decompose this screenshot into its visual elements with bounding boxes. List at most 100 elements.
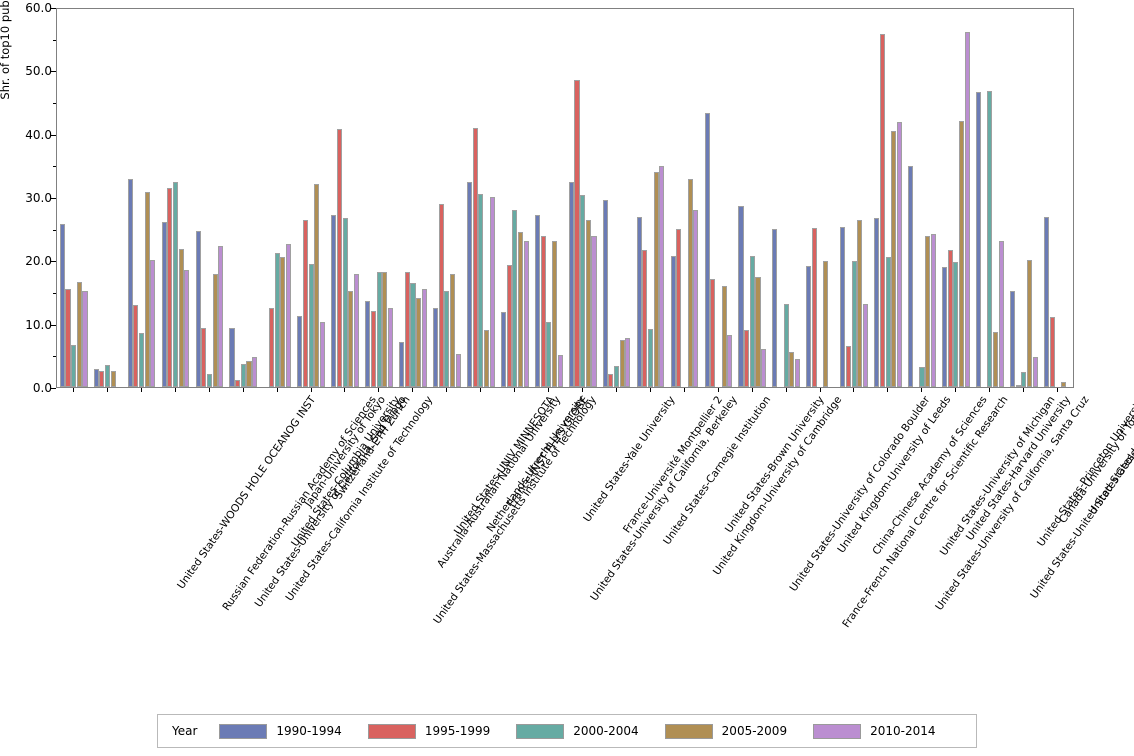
legend-swatch (813, 723, 862, 739)
y-tick-label: 50.0 (25, 64, 52, 79)
bar (1032, 357, 1038, 387)
bar (574, 79, 580, 387)
bar-group (874, 9, 902, 387)
x-tick-mark (310, 388, 312, 392)
y-tick-mark (50, 388, 56, 389)
bar (551, 240, 557, 387)
y-minor-tick-mark (53, 229, 56, 231)
y-tick-label: 20.0 (25, 254, 52, 269)
bar (585, 219, 591, 387)
y-tick-mark (50, 261, 56, 263)
bar (212, 273, 218, 387)
bar (483, 330, 490, 387)
bar-group (263, 9, 292, 387)
bar (252, 356, 258, 387)
bar (235, 380, 241, 387)
bar (874, 217, 880, 387)
bar (99, 370, 105, 387)
legend-swatch (367, 723, 416, 739)
bar (365, 300, 371, 387)
x-tick-mark (208, 388, 210, 392)
legend-label: 1995-1999 (424, 724, 491, 738)
x-tick-label: France-Université Montpellier 2 (621, 394, 726, 536)
legend-item[interactable]: 2005-2009 (664, 723, 787, 739)
plot-area (56, 8, 1074, 388)
bar (987, 90, 993, 387)
bar-group (772, 9, 801, 387)
bar (517, 232, 523, 387)
y-minor-tick-mark (53, 166, 56, 168)
bar (105, 364, 111, 387)
y-minor-tick-mark (53, 293, 56, 294)
bar-group (297, 9, 326, 387)
y-minor-tick-mark (53, 356, 56, 358)
bar (523, 241, 529, 387)
bar (772, 229, 778, 387)
legend-item[interactable]: 2010-2014 (813, 723, 936, 739)
bar (975, 91, 982, 387)
bar-group (840, 9, 868, 387)
x-tick-mark (446, 388, 448, 392)
bar (619, 339, 625, 387)
bar-group (229, 9, 258, 387)
x-axis-labels: United States-WOODS HOLE OCEANOG INST Rus… (0, 392, 1134, 692)
bar (178, 248, 184, 387)
bar (727, 335, 733, 387)
legend-item[interactable]: 2000-2004 (516, 723, 639, 739)
bar (580, 195, 586, 387)
x-tick-mark (378, 388, 380, 392)
bar (444, 290, 450, 387)
x-tick-mark (649, 388, 651, 392)
bar (506, 265, 512, 387)
bar (150, 259, 156, 387)
y-tick-mark (50, 8, 56, 9)
bar (382, 272, 388, 387)
bar-group (670, 9, 699, 387)
legend-swatch (664, 723, 713, 739)
bar (744, 330, 750, 387)
bar-group (806, 9, 834, 387)
bar (693, 209, 699, 387)
bar-group (500, 9, 529, 387)
bar (925, 235, 931, 387)
bar (144, 191, 150, 387)
bar (110, 371, 116, 387)
bar (670, 255, 676, 387)
x-tick-mark (921, 388, 923, 392)
bar (534, 214, 540, 387)
bar (450, 273, 456, 387)
bar (540, 235, 546, 387)
bar (1060, 381, 1066, 387)
bar (201, 328, 207, 387)
bars-layer (57, 9, 1073, 387)
y-tick-label: 40.0 (25, 127, 52, 142)
legend-item[interactable]: 1990-1994 (219, 723, 342, 739)
bar (399, 342, 405, 387)
bar (466, 182, 473, 387)
bar (1015, 385, 1021, 387)
x-tick-mark (785, 388, 787, 392)
bar (557, 355, 563, 387)
bar (246, 361, 252, 387)
x-tick-mark (853, 388, 855, 392)
bar (280, 256, 286, 387)
bar (879, 33, 885, 387)
bar-group (534, 9, 563, 387)
bar-group (161, 9, 190, 387)
x-tick-mark (72, 388, 74, 392)
bar (138, 333, 145, 387)
bar (687, 179, 693, 387)
bar (268, 307, 275, 387)
bar (602, 199, 608, 387)
legend-item[interactable]: 1995-1999 (367, 723, 491, 739)
bar (992, 331, 999, 387)
bar-group (602, 9, 631, 387)
x-tick-mark (717, 388, 719, 392)
bar (964, 32, 970, 387)
bar (218, 245, 224, 387)
bar (376, 272, 382, 387)
x-tick-mark (412, 388, 414, 392)
bar (721, 286, 727, 387)
bar (749, 255, 755, 387)
